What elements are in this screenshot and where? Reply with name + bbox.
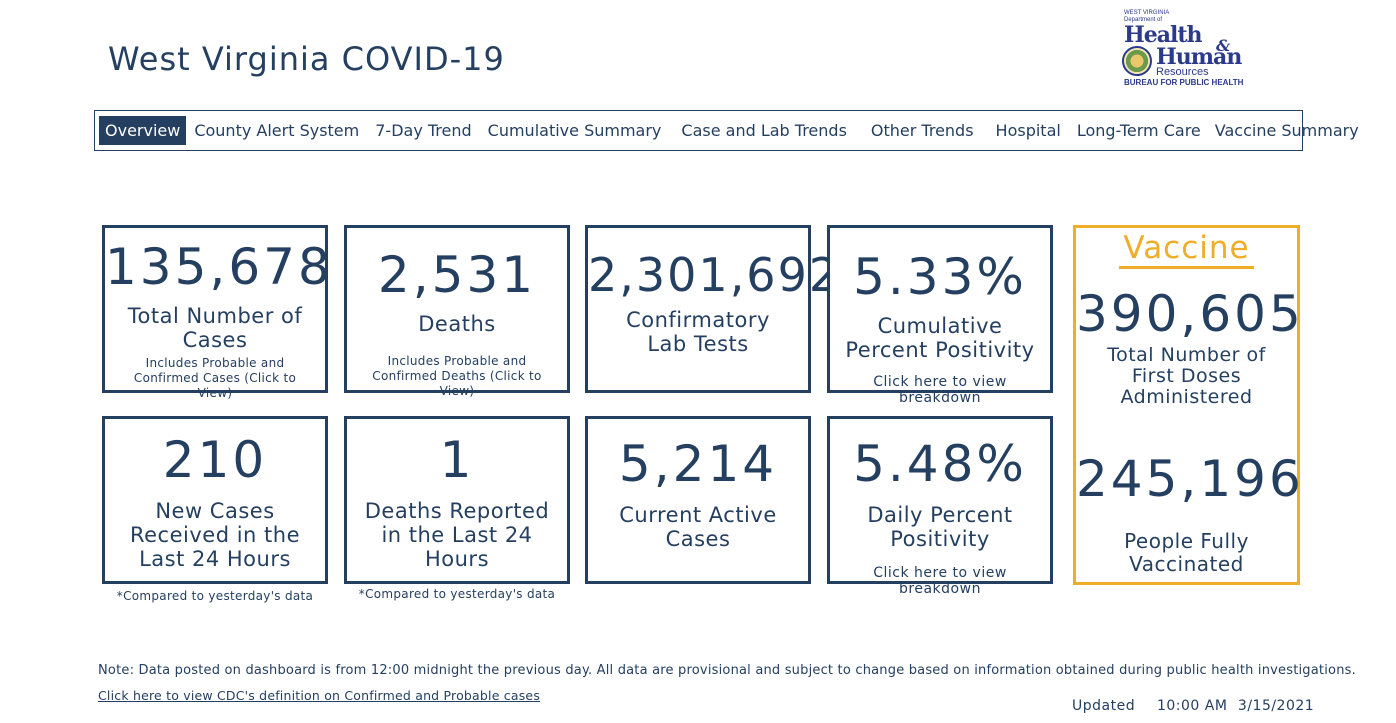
logo-resources-text: Resources (1156, 66, 1209, 78)
tab-other-trends[interactable]: Other Trends (870, 121, 974, 140)
tab-long-term-care[interactable]: Long-Term Care (1076, 121, 1201, 140)
deaths-value: 2,531 (377, 246, 537, 304)
logo-health-text: Health (1124, 22, 1203, 48)
logo-ampersand: & (1216, 36, 1231, 55)
cumulative-positivity-card[interactable]: 5.33% Cumulative Percent Positivity Clic… (827, 225, 1053, 406)
daily-positivity-card[interactable]: 5.48% Daily Percent Positivity Click her… (827, 416, 1053, 597)
first-doses-value: 390,605 (1076, 285, 1304, 343)
fully-vaccinated-value: 245,196 (1076, 450, 1304, 508)
tab-overview[interactable]: Overview (99, 116, 187, 145)
tab-cumulative-summary[interactable]: Cumulative Summary (487, 121, 662, 140)
data-disclaimer-note: Note: Data posted on dashboard is from 1… (98, 663, 1356, 678)
total-cases-label: Total Number of Cases (127, 304, 303, 352)
new-deaths-card: 1 Deaths Reported in the Last 24 Hours *… (344, 416, 570, 601)
tab-7-day-trend[interactable]: 7-Day Trend (375, 121, 472, 140)
lab-tests-card: 2,301,692 Confirmatory Lab Tests (585, 225, 841, 393)
deaths-note[interactable]: Includes Probable and Confirmed Deaths (… (372, 354, 542, 398)
active-cases-card: 5,214 Current Active Cases (585, 416, 811, 584)
first-doses-label: Total Number of First Doses Administered (1107, 344, 1266, 408)
active-cases-label: Current Active Cases (619, 503, 777, 551)
vaccine-panel: Vaccine 390,605 Total Number of First Do… (1073, 225, 1304, 585)
wv-dhhr-logo: WEST VIRGINIA Department of Health & Huma… (1120, 10, 1270, 90)
new-cases-label: New Cases Received in the Last 24 Hours (129, 499, 300, 571)
logo-state-text: WEST VIRGINIA Department of (1124, 10, 1170, 23)
deaths-label: Deaths (418, 312, 496, 336)
new-deaths-value: 1 (439, 431, 475, 489)
last-updated: Updated 10:00 AM 3/15/2021 (1072, 698, 1314, 714)
logo-bureau-text: BUREAU FOR PUBLIC HEALTH (1124, 78, 1244, 87)
lab-tests-label: Confirmatory Lab Tests (626, 308, 770, 356)
deaths-card[interactable]: 2,531 Deaths Includes Probable and Confi… (344, 225, 570, 398)
logo-human-text: Human (1156, 44, 1242, 70)
updated-time: 10:00 AM (1156, 698, 1228, 714)
daily-positivity-value: 5.48% (853, 435, 1027, 493)
vaccine-title: Vaccine (1119, 230, 1254, 269)
tab-hospital[interactable]: Hospital (995, 121, 1061, 140)
total-cases-note[interactable]: Includes Probable and Confirmed Cases (C… (133, 356, 297, 400)
tab-county-alert-system[interactable]: County Alert System (194, 121, 360, 140)
new-cases-value: 210 (162, 431, 268, 489)
total-cases-value: 135,678 (105, 238, 333, 296)
page-title: West Virginia COVID-19 (108, 40, 505, 78)
cumulative-positivity-value: 5.33% (853, 248, 1027, 306)
daily-positivity-breakdown-link[interactable]: Click here to view breakdown (873, 565, 1007, 597)
nav-tab-bar: Overview County Alert System 7-Day Trend… (94, 110, 1359, 151)
updated-date: 3/15/2021 (1237, 698, 1315, 714)
state-seal-icon (1122, 46, 1152, 76)
lab-tests-value: 2,301,692 (588, 248, 841, 302)
updated-label: Updated (1072, 698, 1136, 714)
tab-vaccine-summary[interactable]: Vaccine Summary (1214, 121, 1359, 140)
cumulative-positivity-breakdown-link[interactable]: Click here to view breakdown (873, 374, 1007, 406)
tab-case-and-lab-trends[interactable]: Case and Lab Trends (681, 121, 847, 140)
new-cases-card: 210 New Cases Received in the Last 24 Ho… (102, 416, 328, 603)
new-deaths-label: Deaths Reported in the Last 24 Hours (364, 499, 550, 571)
new-cases-note: *Compared to yesterday's data (116, 589, 314, 603)
new-deaths-note: *Compared to yesterday's data (358, 587, 556, 601)
total-cases-card[interactable]: 135,678 Total Number of Cases Includes P… (102, 225, 333, 400)
cdc-definition-link[interactable]: Click here to view CDC's definition on C… (98, 688, 541, 703)
active-cases-value: 5,214 (618, 435, 778, 493)
fully-vaccinated-label: People Fully Vaccinated (1124, 529, 1249, 576)
cumulative-positivity-label: Cumulative Percent Positivity (845, 314, 1035, 362)
daily-positivity-label: Daily Percent Positivity (867, 503, 1013, 551)
